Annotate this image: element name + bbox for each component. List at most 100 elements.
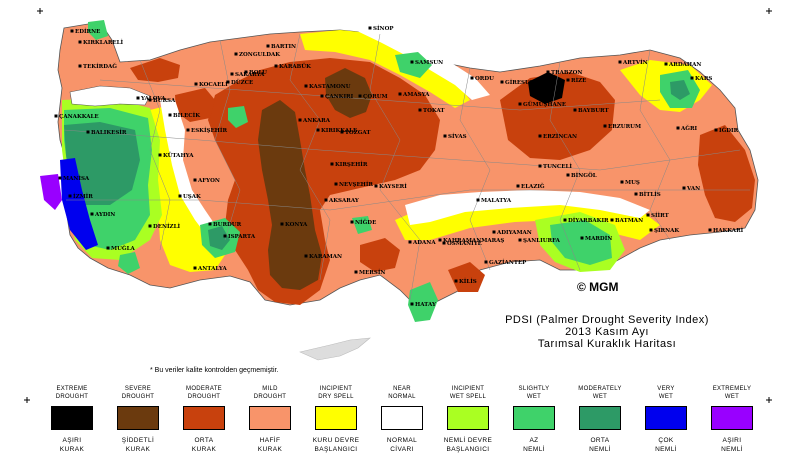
city-label: KIRKLARELİ xyxy=(83,39,123,46)
city-label: AYDIN xyxy=(94,212,115,218)
region-extreme-drought-trabzon xyxy=(528,72,565,104)
city-label: DÜZCE xyxy=(231,79,253,86)
city-marker xyxy=(676,126,680,130)
city-marker xyxy=(148,224,152,228)
city-label: ISPARTA xyxy=(228,234,256,240)
legend-label-tr-line2: CİVARI xyxy=(390,446,414,453)
region-moderate-drought-northeast xyxy=(500,72,615,160)
region-incipient-dry-north xyxy=(300,30,470,108)
city-label: ADANA xyxy=(412,240,436,246)
legend-label-en-line2: DROUGHT xyxy=(187,394,221,400)
city-label: AFYON xyxy=(197,178,220,184)
city-label: KARAMAN xyxy=(309,254,342,260)
legend-item: VERY WET ÇOK NEMLİ xyxy=(636,385,696,454)
legend-item: MILD DROUGHT HAFİF KURAK xyxy=(240,385,300,454)
legend-label-en: NEAR NORMAL xyxy=(372,385,432,403)
city-marker xyxy=(148,98,152,102)
city-label: DİYARBAKIR xyxy=(568,217,609,224)
legend-item: SLIGHTLY WET AZ NEMLİ xyxy=(504,385,564,454)
city-label: MUĞLA xyxy=(111,244,135,252)
city-label: SAMSUN xyxy=(415,60,443,66)
city-label: MERSİN xyxy=(359,269,385,276)
city-label: ANTALYA xyxy=(197,266,227,272)
city-label: DENİZLİ xyxy=(153,223,180,230)
city-label: KIRŞEHİR xyxy=(335,161,368,168)
legend-label-tr: ÇOK NEMLİ xyxy=(636,436,696,454)
region-extremely-wet-west xyxy=(40,174,62,210)
region-moderate-drought-marmara xyxy=(175,88,215,122)
city-marker xyxy=(304,254,308,258)
city-marker xyxy=(538,134,542,138)
legend-label-en-line1: VERY xyxy=(657,386,675,392)
legend-label-tr-line1: HAFİF xyxy=(259,437,281,444)
legend-item: SEVERE DROUGHT ŞİDDETLİ KURAK xyxy=(108,385,168,454)
city-label: TEKİRDAĞ xyxy=(83,62,117,70)
legend-label-tr: AŞIRI NEMLİ xyxy=(702,436,762,454)
city-label: BATMAN xyxy=(615,218,643,224)
legend-label-en-line2: DROUGHT xyxy=(253,394,287,400)
legend-label-tr-line1: AZ xyxy=(529,437,539,444)
legend-label-en: SLIGHTLY WET xyxy=(504,385,564,403)
city-marker xyxy=(90,212,94,216)
city-marker xyxy=(298,118,302,122)
city-label: ÇANKIRI xyxy=(325,94,354,100)
city-label: BİTLİS xyxy=(639,191,661,198)
legend-item: MODERATELY WET ORTA NEMLİ xyxy=(570,385,630,454)
city-marker xyxy=(316,128,320,132)
city-label: NEVŞEHİR xyxy=(339,181,373,188)
legend-label-en: VERY WET xyxy=(636,385,696,403)
city-label: KIRIKKALE xyxy=(321,128,357,134)
region-moderately-wet-antalya xyxy=(208,226,230,250)
region-slightly-wet-nigde xyxy=(352,216,372,234)
city-label: KİLİS xyxy=(459,278,477,285)
city-marker xyxy=(620,180,624,184)
legend-label-tr-line1: ÇOK xyxy=(658,437,674,444)
city-marker xyxy=(500,80,504,84)
legend-label-tr-line2: KURAK xyxy=(59,446,85,453)
city-marker xyxy=(714,128,718,132)
city-label: MALATYA xyxy=(481,198,512,204)
legend-label-en: INCIPIENT DRY SPELL xyxy=(306,385,366,403)
legend-label-en-line2: DROUGHT xyxy=(55,394,89,400)
city-marker xyxy=(186,128,190,132)
legend-label-tr: NORMAL CİVARI xyxy=(372,436,432,454)
city-marker xyxy=(618,60,622,64)
city-label: OSMANİYE xyxy=(447,240,482,247)
city-label: BAYBURT xyxy=(578,108,609,114)
legend-swatch xyxy=(513,406,555,430)
city-marker xyxy=(476,198,480,202)
city-label: HAKKARİ xyxy=(713,227,744,234)
city-marker xyxy=(566,173,570,177)
region-near-normal-west xyxy=(160,100,220,240)
city-label: EDİRNE xyxy=(75,28,100,35)
legend-item: EXTREMELY WET AŞIRI NEMLİ xyxy=(702,385,762,454)
city-label: KAHRAMANMARAŞ xyxy=(443,238,504,244)
city-label: HATAY xyxy=(415,302,436,308)
city-marker xyxy=(340,130,344,134)
city-marker xyxy=(646,213,650,217)
legend-label-en-line1: EXTREME xyxy=(56,386,88,392)
legend-swatch xyxy=(249,406,291,430)
city-label: SİVAS xyxy=(448,133,467,140)
legend-item: INCIPIENT DRY SPELL KURU DEVRE BAŞLANGICI xyxy=(306,385,366,454)
legend-label-en-line2: WET SPELL xyxy=(449,394,487,400)
city-marker xyxy=(690,76,694,80)
legend-label-en-line1: INCIPIENT xyxy=(319,386,353,392)
sea-marmara xyxy=(69,85,151,107)
cyprus-outline xyxy=(299,337,371,361)
city-marker xyxy=(78,64,82,68)
legend-label-tr-line2: BAŞLANGICI xyxy=(314,446,358,453)
region-slightly-wet-samsun xyxy=(395,52,432,78)
city-label: BARTIN xyxy=(271,44,296,50)
city-marker xyxy=(168,113,172,117)
region-moderately-wet-northeast xyxy=(670,80,690,100)
legend-label-tr-line1: AŞIRI xyxy=(722,437,742,444)
legend-label-en: SEVERE DROUGHT xyxy=(108,385,168,403)
legend-label-tr-line2: NEMLİ xyxy=(523,446,545,453)
city-marker xyxy=(78,40,82,44)
city-marker xyxy=(438,238,442,242)
legend-label-tr-line2: NEMLİ xyxy=(589,446,611,453)
city-marker xyxy=(516,184,520,188)
city-label: MARDİN xyxy=(585,235,612,242)
